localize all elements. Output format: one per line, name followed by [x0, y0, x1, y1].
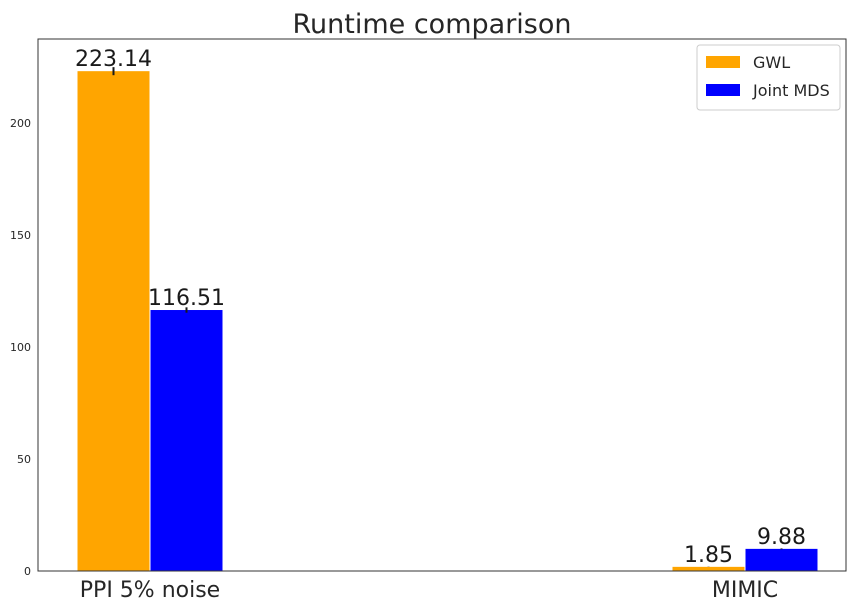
- bar-joint-mds-1: [745, 548, 818, 571]
- data-label: 9.88: [757, 525, 806, 550]
- legend-swatch: [706, 56, 740, 68]
- data-label: 223.14: [75, 47, 152, 72]
- data-label: 1.85: [684, 543, 733, 568]
- bar-joint-mds-0: [150, 310, 223, 571]
- y-axis-ticks: 0 50 100 150 200: [10, 117, 31, 578]
- legend: GWL Joint MDS: [696, 44, 841, 111]
- data-labels-layer: 223.14 1.85 116.51 9.88: [75, 47, 806, 568]
- x-axis-ticks: PPI 5% noise MIMIC: [80, 578, 778, 603]
- y-tick-label: 150: [10, 229, 31, 242]
- data-label: 116.51: [148, 286, 225, 311]
- x-tick-label: PPI 5% noise: [80, 578, 220, 603]
- y-tick-label: 0: [24, 565, 31, 578]
- legend-swatch: [706, 84, 740, 96]
- chart-title: Runtime comparison: [292, 9, 571, 40]
- bar-gwl-1: [672, 566, 745, 571]
- bar-gwl-0: [77, 71, 150, 572]
- legend-label: Joint MDS: [752, 81, 830, 100]
- plot-frame: [37, 38, 847, 572]
- x-tick-label: MIMIC: [712, 578, 778, 603]
- y-tick-label: 100: [10, 341, 31, 354]
- y-tick-label: 200: [10, 117, 31, 130]
- legend-label: GWL: [753, 53, 790, 72]
- bars-layer: [77, 71, 818, 572]
- error-bars-layer: [112, 67, 783, 567]
- y-tick-label: 50: [17, 453, 31, 466]
